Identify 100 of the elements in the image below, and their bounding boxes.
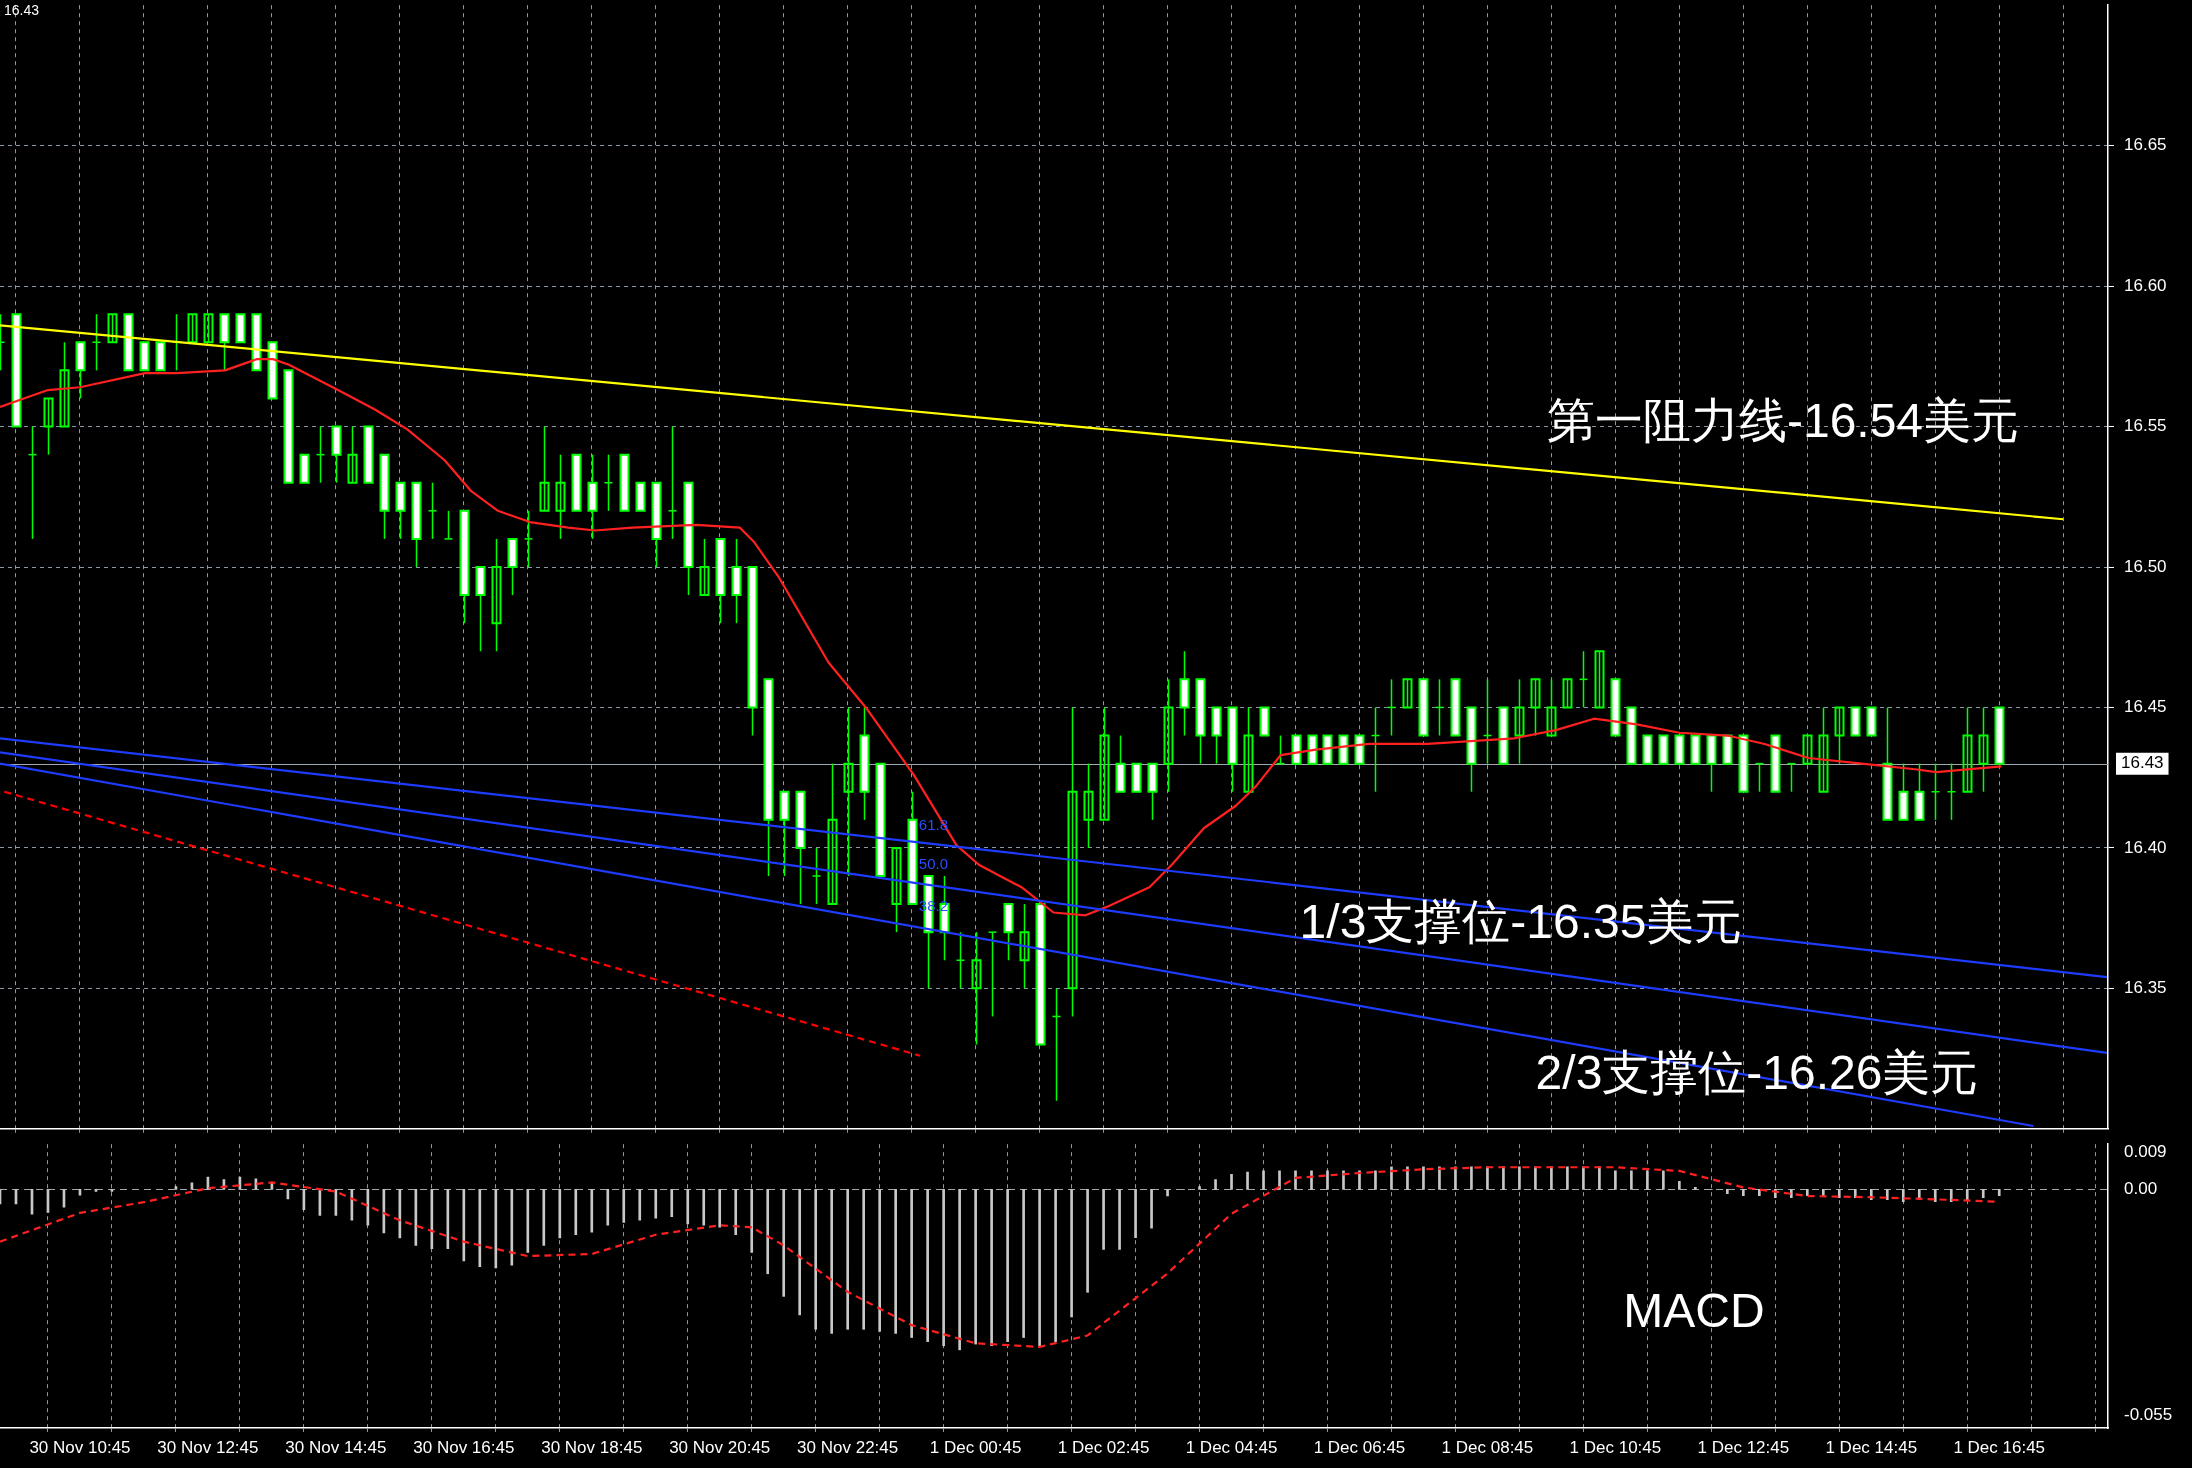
bar bbox=[654, 1189, 658, 1219]
bar bbox=[1422, 1166, 1425, 1190]
y-tick-label: 0.00 bbox=[2124, 1179, 2158, 1199]
x-tick-label: 1 Dec 00:45 bbox=[929, 1437, 1022, 1457]
bar bbox=[1694, 1187, 1697, 1190]
bar bbox=[958, 1189, 961, 1351]
bar bbox=[1150, 1189, 1153, 1229]
candlestick bbox=[987, 931, 998, 1018]
candlestick bbox=[1530, 678, 1541, 737]
x-tick-label: 1 Dec 10:45 bbox=[1569, 1437, 1662, 1457]
bar bbox=[974, 1189, 977, 1345]
candlestick bbox=[827, 762, 838, 906]
candlestick bbox=[891, 846, 902, 933]
bar bbox=[1054, 1189, 1057, 1342]
bar bbox=[734, 1189, 738, 1236]
bar bbox=[606, 1189, 610, 1226]
candlestick bbox=[539, 425, 550, 512]
bar bbox=[798, 1189, 802, 1316]
x-tick-label: 30 Nov 22:45 bbox=[797, 1437, 899, 1457]
y-tick-label: 16.65 bbox=[2124, 135, 2167, 155]
bar bbox=[1630, 1170, 1633, 1190]
x-tick-label: 1 Dec 16:45 bbox=[1953, 1437, 2046, 1457]
bar bbox=[942, 1189, 945, 1347]
bar bbox=[1374, 1170, 1377, 1190]
bar bbox=[1758, 1189, 1761, 1196]
bar bbox=[814, 1189, 818, 1330]
candlestick bbox=[1978, 706, 1989, 793]
candlestick bbox=[1514, 678, 1525, 765]
bar bbox=[1022, 1189, 1025, 1338]
bar bbox=[1470, 1166, 1473, 1190]
bar bbox=[1502, 1166, 1505, 1190]
bar bbox=[1726, 1189, 1729, 1194]
annotation: 38.2 bbox=[918, 897, 949, 915]
candlestick bbox=[699, 538, 710, 597]
bar bbox=[1262, 1170, 1265, 1190]
candlestick bbox=[1243, 706, 1254, 793]
bar bbox=[1885, 1189, 1889, 1201]
bar bbox=[1102, 1189, 1105, 1250]
bar bbox=[686, 1189, 690, 1225]
candlestick bbox=[843, 706, 854, 877]
y-tick-label: 16.55 bbox=[2124, 416, 2167, 436]
bar bbox=[1853, 1189, 1857, 1198]
bar bbox=[510, 1189, 514, 1266]
candlestick bbox=[667, 425, 678, 540]
bar bbox=[990, 1189, 993, 1347]
bar bbox=[1997, 1189, 2001, 1196]
bar bbox=[590, 1189, 594, 1233]
bar bbox=[1118, 1189, 1121, 1250]
bar bbox=[670, 1189, 674, 1217]
candlestick bbox=[347, 425, 358, 484]
bar bbox=[1326, 1170, 1329, 1190]
candlestick bbox=[43, 397, 54, 456]
bar bbox=[718, 1189, 722, 1228]
bar bbox=[1805, 1189, 1809, 1196]
bar bbox=[1006, 1189, 1009, 1342]
candlestick bbox=[107, 313, 118, 344]
bar bbox=[894, 1189, 897, 1334]
bar bbox=[1550, 1166, 1553, 1190]
bar bbox=[1310, 1170, 1313, 1190]
bar bbox=[1406, 1166, 1409, 1190]
bar bbox=[1086, 1189, 1089, 1293]
ref-line-label: 16.43 bbox=[2121, 753, 2164, 773]
bar bbox=[542, 1189, 546, 1246]
bar bbox=[494, 1189, 498, 1269]
candlestick bbox=[1099, 706, 1110, 821]
candlestick bbox=[1163, 678, 1174, 793]
x-tick-label: 30 Nov 10:45 bbox=[29, 1437, 131, 1457]
bar bbox=[910, 1189, 913, 1338]
bar bbox=[1246, 1171, 1249, 1190]
y-tick-label: 16.50 bbox=[2124, 556, 2167, 576]
bar bbox=[1198, 1186, 1201, 1190]
candlestick bbox=[203, 313, 214, 344]
bar bbox=[1038, 1189, 1041, 1347]
candlestick bbox=[1562, 678, 1573, 709]
y-tick-label: 16.35 bbox=[2124, 978, 2167, 998]
bar bbox=[862, 1189, 865, 1330]
bar bbox=[926, 1189, 929, 1342]
y-tick-label: 0.009 bbox=[2124, 1142, 2167, 1162]
bar bbox=[702, 1189, 706, 1226]
annotation: 16.43 bbox=[4, 1, 40, 18]
bar bbox=[574, 1189, 578, 1236]
x-tick-label: 1 Dec 04:45 bbox=[1185, 1437, 1278, 1457]
bar bbox=[1614, 1170, 1617, 1190]
bar bbox=[1454, 1166, 1457, 1190]
bar bbox=[1166, 1189, 1169, 1197]
bar bbox=[1582, 1166, 1585, 1190]
bar bbox=[526, 1189, 530, 1253]
candlestick bbox=[1818, 706, 1829, 793]
bar bbox=[1566, 1166, 1569, 1190]
candlestick bbox=[59, 341, 70, 428]
bar bbox=[558, 1189, 562, 1239]
bar bbox=[1949, 1189, 1953, 1203]
y-tick-label: -0.055 bbox=[2124, 1405, 2173, 1425]
y-tick-label: 16.40 bbox=[2124, 837, 2167, 857]
annotation: 第一阻力线-16.54美元 bbox=[1546, 394, 2020, 448]
bar bbox=[1678, 1180, 1681, 1190]
candlestick bbox=[1083, 762, 1094, 849]
candlestick bbox=[1834, 706, 1845, 765]
x-tick-label: 30 Nov 14:45 bbox=[285, 1437, 387, 1457]
x-tick-label: 30 Nov 16:45 bbox=[413, 1437, 515, 1457]
